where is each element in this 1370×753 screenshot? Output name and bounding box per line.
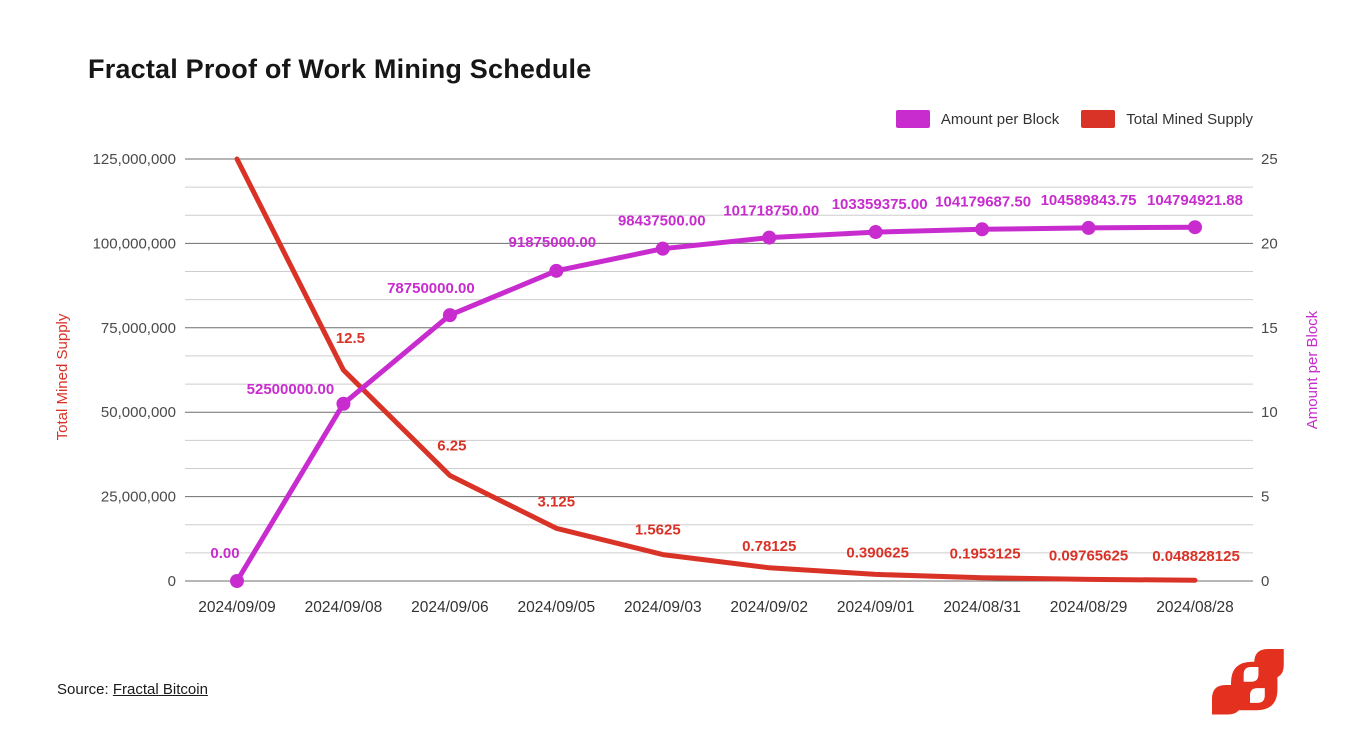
right-axis-tick-label: 25 [1261, 151, 1278, 168]
data-point-label: 104179687.50 [935, 193, 1031, 210]
x-axis-date-label: 2024/09/03 [624, 599, 702, 616]
logo-leaf-cutout-1 [1243, 667, 1259, 682]
legend-label: Total Mined Supply [1126, 110, 1253, 128]
logo-tile-center [1231, 661, 1278, 711]
series-point-marker[interactable] [336, 396, 351, 411]
legend-swatch-magenta [895, 110, 930, 128]
right-axis-title: Amount per Block [1304, 310, 1321, 429]
right-axis-tick-label: 5 [1261, 489, 1269, 506]
series-point-marker[interactable] [549, 263, 564, 278]
x-axis-date-label: 2024/09/02 [730, 599, 808, 616]
data-point-label: 1.5625 [635, 522, 681, 539]
left-axis-title: Total Mined Supply [54, 313, 71, 440]
source-link[interactable]: Fractal Bitcoin [112, 681, 208, 698]
data-point-label: 103359375.00 [832, 196, 928, 213]
data-point-label: 98437500.00 [618, 213, 706, 230]
left-axis-tick-label: 75,000,000 [101, 320, 176, 337]
left-axis-tick-label: 25,000,000 [101, 489, 176, 506]
data-point-label: 52500000.00 [247, 381, 335, 398]
data-point-label: 0.048828125 [1152, 548, 1240, 565]
series-line-amount-per-block [234, 224, 1198, 584]
series-point-marker[interactable] [1081, 220, 1096, 235]
legend-label: Amount per Block [940, 110, 1060, 128]
series-line-total-mined-supply [234, 156, 1198, 583]
data-point-label: 3.125 [538, 493, 576, 510]
right-axis-tick-label: 10 [1261, 404, 1278, 421]
fractal-bitcoin-logo [1212, 649, 1284, 715]
series-point-marker[interactable] [975, 222, 990, 237]
data-point-label: 104794921.88 [1147, 192, 1243, 209]
data-point-label: 78750000.00 [387, 280, 475, 297]
legend-item-total-mined-supply[interactable]: Total Mined Supply [1081, 110, 1253, 128]
data-point-label: 104589843.75 [1041, 192, 1137, 209]
series-point-marker[interactable] [230, 574, 244, 588]
data-point-label: 0.00 [210, 545, 239, 562]
x-axis-date-label: 2024/09/09 [198, 599, 276, 616]
right-axis-tick-label: 20 [1261, 235, 1278, 252]
x-axis-date-label: 2024/09/08 [305, 599, 383, 616]
series-point-marker[interactable] [762, 230, 777, 245]
x-axis-date-label: 2024/08/29 [1050, 599, 1128, 616]
data-point-label: 91875000.00 [509, 234, 597, 251]
data-point-label: 0.78125 [742, 538, 796, 555]
x-axis-date-label: 2024/09/06 [411, 599, 489, 616]
series-point-marker[interactable] [1188, 220, 1202, 235]
data-point-label: 101718750.00 [723, 203, 819, 220]
x-axis-date-label: 2024/09/05 [518, 599, 596, 616]
left-axis-tick-label: 125,000,000 [93, 151, 176, 168]
data-point-label: 6.25 [437, 438, 466, 455]
legend: Amount per Block Total Mined Supply [895, 110, 1253, 128]
x-axis-date-label: 2024/08/28 [1156, 599, 1234, 616]
left-axis-tick-label: 0 [168, 573, 176, 590]
data-point-label: 0.09765625 [1049, 547, 1128, 564]
series-point-marker[interactable] [442, 308, 457, 323]
data-point-label: 12.5 [336, 330, 365, 347]
legend-swatch-red [1081, 110, 1116, 128]
data-point-label: 0.390625 [846, 544, 909, 561]
x-axis-date-label: 2024/08/31 [943, 599, 1021, 616]
right-axis-tick-label: 0 [1261, 573, 1269, 590]
logo-leaf-cutout-2 [1250, 688, 1265, 703]
x-axis-date-label: 2024/09/01 [837, 599, 915, 616]
series-point-marker[interactable] [655, 241, 670, 256]
left-axis-tick-label: 50,000,000 [101, 404, 176, 421]
chart-title: Fractal Proof of Work Mining Schedule [88, 54, 592, 84]
right-axis-tick-label: 15 [1261, 320, 1278, 337]
data-point-label: 0.1953125 [950, 546, 1021, 563]
logo-tile-bottom-left [1212, 684, 1242, 715]
series-point-marker[interactable] [868, 225, 883, 240]
left-axis-tick-label: 100,000,000 [93, 235, 176, 252]
source-line: Source: Fractal Bitcoin [57, 681, 208, 698]
legend-item-amount-per-block[interactable]: Amount per Block [895, 110, 1060, 128]
source-prefix: Source: [57, 681, 109, 698]
